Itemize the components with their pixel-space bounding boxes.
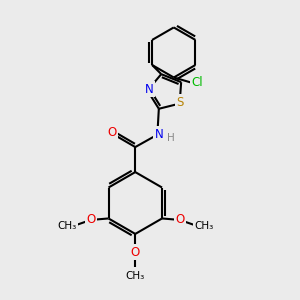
Text: O: O xyxy=(107,126,116,139)
Text: Cl: Cl xyxy=(191,76,203,89)
Text: H: H xyxy=(167,133,175,143)
Text: N: N xyxy=(154,128,163,141)
Text: N: N xyxy=(145,82,153,96)
Text: CH₃: CH₃ xyxy=(194,221,214,231)
Text: S: S xyxy=(176,96,183,109)
Text: CH₃: CH₃ xyxy=(126,271,145,281)
Text: CH₃: CH₃ xyxy=(57,221,76,231)
Text: O: O xyxy=(131,246,140,259)
Text: O: O xyxy=(175,213,184,226)
Text: O: O xyxy=(86,213,95,226)
